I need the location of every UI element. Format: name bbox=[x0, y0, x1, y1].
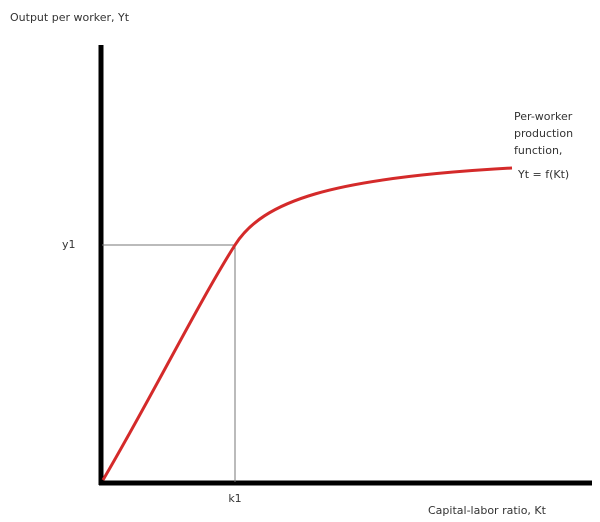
curve-label: function, bbox=[514, 144, 562, 157]
curve-equation: Yt = f(Kt) bbox=[517, 168, 569, 181]
x-axis-label: Capital-labor ratio, Kt bbox=[428, 504, 547, 517]
y-mark-label: y1 bbox=[62, 238, 76, 251]
y-axis-label: Output per worker, Yt bbox=[10, 11, 130, 24]
curve-label: Per-worker bbox=[514, 110, 573, 123]
x-mark-label: k1 bbox=[228, 492, 241, 505]
curve-label: production bbox=[514, 127, 573, 140]
production-curve bbox=[101, 166, 513, 481]
